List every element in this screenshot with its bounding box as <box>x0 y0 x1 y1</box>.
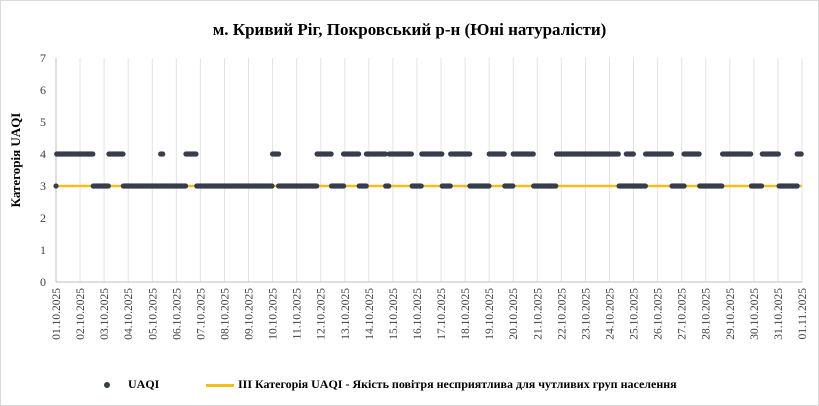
uaqi-point <box>363 183 369 189</box>
x-tick-label: 12.10.2025 <box>316 288 328 340</box>
y-tick-label: 7 <box>40 51 46 65</box>
uaqi-point <box>681 183 687 189</box>
x-tick-label: 03.10.2025 <box>99 288 111 340</box>
uaqi-point <box>501 151 507 157</box>
uaqi-point <box>794 183 800 189</box>
uaqi-point <box>719 183 725 189</box>
uaqi-point <box>486 183 492 189</box>
uaqi-point <box>314 183 320 189</box>
uaqi-point <box>160 151 166 157</box>
uaqi-point <box>418 183 424 189</box>
x-tick-label: 20.10.2025 <box>508 288 520 340</box>
uaqi-point <box>630 151 636 157</box>
x-tick-label: 24.10.2025 <box>604 288 616 340</box>
x-tick-label: 09.10.2025 <box>244 288 256 340</box>
x-tick-label: 28.10.2025 <box>701 288 713 340</box>
x-tick-label: 05.10.2025 <box>147 288 159 340</box>
y-tick-label: 0 <box>40 275 46 289</box>
uaqi-point <box>120 151 126 157</box>
x-tick-label: 22.10.2025 <box>556 288 568 340</box>
uaqi-point <box>439 151 445 157</box>
y-tick-label: 4 <box>40 147 46 161</box>
x-tick-label: 04.10.2025 <box>123 288 135 340</box>
uaqi-point <box>269 183 275 189</box>
legend-marker-uaqi <box>104 382 110 388</box>
uaqi-point <box>547 183 553 189</box>
uaqi-point <box>328 151 334 157</box>
x-tick-label: 08.10.2025 <box>219 288 231 340</box>
y-tick-label: 6 <box>40 83 46 97</box>
uaqi-point <box>798 151 804 157</box>
uaqi-point <box>758 183 765 189</box>
uaqi-point <box>382 151 389 157</box>
x-tick-label: 01.10.2025 <box>51 288 63 340</box>
x-tick-label: 30.10.2025 <box>749 288 761 340</box>
uaqi-point <box>356 151 362 157</box>
uaqi-point <box>510 183 516 189</box>
uaqi-point <box>530 151 536 157</box>
x-tick-label: 19.10.2025 <box>484 288 496 340</box>
uaqi-point <box>630 183 636 189</box>
uaqi-point <box>748 151 754 157</box>
uaqi-point <box>193 151 199 157</box>
x-tick-label: 25.10.2025 <box>629 288 641 340</box>
x-tick-label: 26.10.2025 <box>653 288 665 340</box>
y-tick-label: 1 <box>40 243 46 257</box>
x-tick-label: 10.10.2025 <box>268 288 280 340</box>
uaqi-point <box>90 151 96 157</box>
uaqi-point <box>340 183 347 189</box>
uaqi-point <box>182 183 189 189</box>
uaqi-point <box>615 151 621 157</box>
x-tick-label: 29.10.2025 <box>725 288 737 340</box>
uaqi-point <box>275 151 282 157</box>
uaqi-point <box>696 151 702 157</box>
uaqi-point <box>447 183 453 189</box>
chart-title: м. Кривий Ріг, Покровський р-н (Юні нату… <box>212 20 607 39</box>
x-tick-label: 23.10.2025 <box>580 288 592 340</box>
uaqi-point <box>775 151 781 157</box>
uaqi-point <box>642 183 648 189</box>
uaqi-point <box>105 183 111 189</box>
x-tick-label: 16.10.2025 <box>412 288 424 340</box>
y-tick-label: 5 <box>40 115 46 129</box>
x-tick-label: 17.10.2025 <box>436 288 448 340</box>
y-tick-label: 3 <box>40 179 46 193</box>
x-tick-label: 07.10.2025 <box>195 288 207 340</box>
x-tick-label: 14.10.2025 <box>364 288 376 340</box>
x-tick-label: 27.10.2025 <box>677 288 689 340</box>
legend-marker-threshold <box>206 384 234 387</box>
x-tick-label: 18.10.2025 <box>460 288 472 340</box>
uaqi-point <box>467 151 473 157</box>
uaqi-point <box>408 151 414 157</box>
y-tick-label: 2 <box>40 211 46 225</box>
x-tick-label: 31.10.2025 <box>773 288 785 340</box>
uaqi-point <box>553 183 559 189</box>
legend-label-threshold: III Категорія UAQI - Якість повітря несп… <box>238 377 677 391</box>
uaqi-point <box>386 183 392 189</box>
x-tick-label: 13.10.2025 <box>340 288 352 340</box>
x-tick-label: 11.10.2025 <box>292 288 304 340</box>
x-tick-label: 21.10.2025 <box>532 288 544 340</box>
x-tick-label: 06.10.2025 <box>171 288 183 340</box>
x-tick-label: 01.11.2025 <box>797 288 809 340</box>
uaqi-point <box>53 183 59 189</box>
uaqi-point <box>668 151 675 157</box>
x-tick-label: 02.10.2025 <box>75 288 87 340</box>
legend-label-uaqi: UAQI <box>128 377 160 391</box>
x-tick-label: 15.10.2025 <box>388 288 400 340</box>
